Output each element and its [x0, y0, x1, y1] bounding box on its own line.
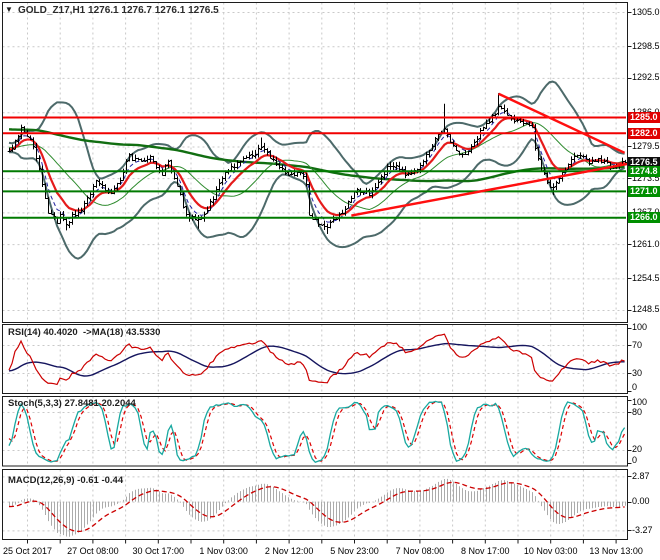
price-level-badge: 1274.8 [628, 165, 660, 177]
time-tick-label: 7 Nov 08:00 [395, 546, 445, 556]
stoch-tick-label: 20 [632, 444, 643, 455]
rsi-tick-label: 100 [632, 321, 648, 332]
time-tick-label: 8 Nov 17:00 [461, 546, 510, 556]
price-tick-label: 1286.0 [632, 107, 660, 118]
price-level-badge: 1276.5 [628, 156, 660, 168]
rsi-panel-label: RSI(14) 40.4020 ->MA(18) 43.5330 [8, 327, 161, 338]
price-tick-label: 1254.5 [632, 272, 660, 283]
macd-panel-label: MACD(12,26,9) -0.61 -0.44 [8, 475, 124, 486]
time-tick-label: 27 Oct 08:00 [67, 546, 119, 556]
time-tick-label: 10 Nov 03:00 [523, 546, 578, 556]
stoch-panel-label: Stoch(5,3,3) 27.8481 20.2044 [8, 398, 136, 409]
rsi-tick-label: 0 [632, 381, 638, 392]
price-level-badge: 1285.0 [628, 111, 660, 123]
rsi-tick-label: 30 [632, 367, 643, 378]
price-level-badge: 1271.0 [628, 185, 660, 197]
time-tick-label: 30 Oct 17:00 [132, 546, 185, 556]
stoch-tick-label: 80 [632, 406, 643, 417]
price-level-badge: 1282.0 [628, 127, 660, 139]
price-tick-label: 1292.5 [632, 72, 660, 83]
time-tick-label: 1 Nov 03:00 [199, 546, 248, 556]
macd-tick-label: 2.87 [632, 470, 650, 481]
price-tick-label: 1279.5 [632, 140, 660, 151]
price-tick-label: 1273.5 [632, 172, 660, 183]
chart-title-ohlc: GOLD_Z17,H1 1276.1 1276.7 1276.1 1276.5 [18, 5, 219, 16]
time-tick-label: 5 Nov 23:00 [330, 546, 379, 556]
time-tick-label: 13 Nov 13:00 [589, 546, 643, 556]
symbol-dropdown-icon[interactable]: ▼ [5, 5, 13, 14]
stoch-tick-label: 100 [632, 396, 648, 407]
time-tick-label: 2 Nov 12:00 [264, 546, 314, 556]
price-tick-label: 1248.5 [632, 304, 660, 315]
stoch-tick-label: 0 [632, 454, 638, 465]
price-tick-label: 1261.0 [632, 238, 660, 249]
rsi-tick-label: 70 [632, 339, 643, 350]
price-tick-label: 1267.0 [632, 207, 660, 218]
macd-tick-label: -3.27 [632, 524, 653, 535]
price-tick-label: 1298.5 [632, 40, 660, 51]
price-tick-label: 1305.0 [632, 6, 660, 17]
price-level-badge: 1266.0 [628, 212, 660, 224]
time-tick-label: 25 Oct 2017 [2, 546, 53, 556]
macd-tick-label: 0.00 [632, 496, 650, 507]
